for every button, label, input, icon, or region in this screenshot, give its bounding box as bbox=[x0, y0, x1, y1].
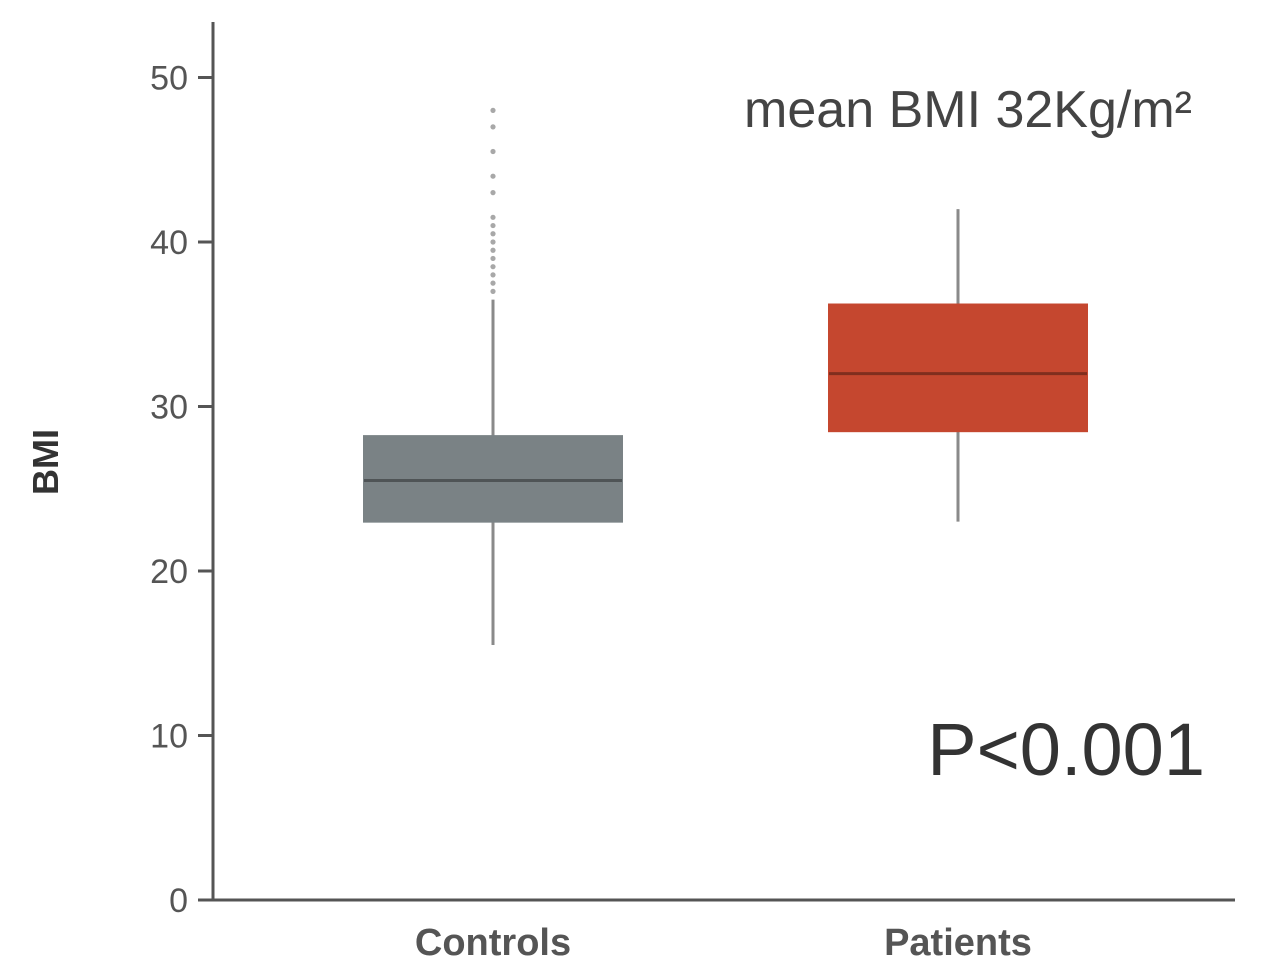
outlier-point bbox=[490, 107, 496, 113]
y-tick-label: 40 bbox=[150, 224, 188, 262]
y-tick-label: 20 bbox=[150, 553, 188, 591]
outlier-point bbox=[490, 255, 496, 262]
outlier-point bbox=[490, 231, 496, 237]
box-series bbox=[363, 107, 1088, 646]
outlier-point bbox=[490, 280, 496, 286]
outlier-point bbox=[490, 148, 496, 155]
y-tick-label: 10 bbox=[150, 718, 188, 756]
category-label-controls: Controls bbox=[415, 922, 571, 964]
outlier-point bbox=[490, 190, 496, 196]
y-tick-label: 0 bbox=[169, 882, 188, 920]
outlier-point bbox=[490, 264, 496, 270]
y-tick-label: 30 bbox=[150, 389, 188, 427]
outlier-point bbox=[490, 272, 496, 278]
p-value-annotation: P<0.001 bbox=[927, 708, 1205, 791]
outlier-point bbox=[490, 288, 496, 294]
outlier-point bbox=[490, 173, 496, 179]
y-axis-title: BMI bbox=[25, 429, 66, 495]
y-tick-label: 50 bbox=[150, 60, 188, 98]
iqr-box bbox=[363, 435, 623, 523]
category-label-patients: Patients bbox=[884, 922, 1032, 964]
y-ticks: 0 10 20 30 40 50 bbox=[150, 60, 213, 920]
box-patients bbox=[828, 209, 1088, 522]
outlier-point bbox=[490, 214, 496, 220]
outlier-point bbox=[490, 124, 496, 130]
outlier-point bbox=[490, 222, 496, 229]
category-labels: Controls Patients bbox=[415, 922, 1032, 964]
box-controls bbox=[363, 107, 623, 646]
mean-bmi-annotation: mean BMI 32Kg/m² bbox=[744, 81, 1192, 139]
outlier-point bbox=[490, 247, 496, 253]
iqr-box bbox=[828, 303, 1088, 433]
outlier-point bbox=[490, 239, 496, 245]
